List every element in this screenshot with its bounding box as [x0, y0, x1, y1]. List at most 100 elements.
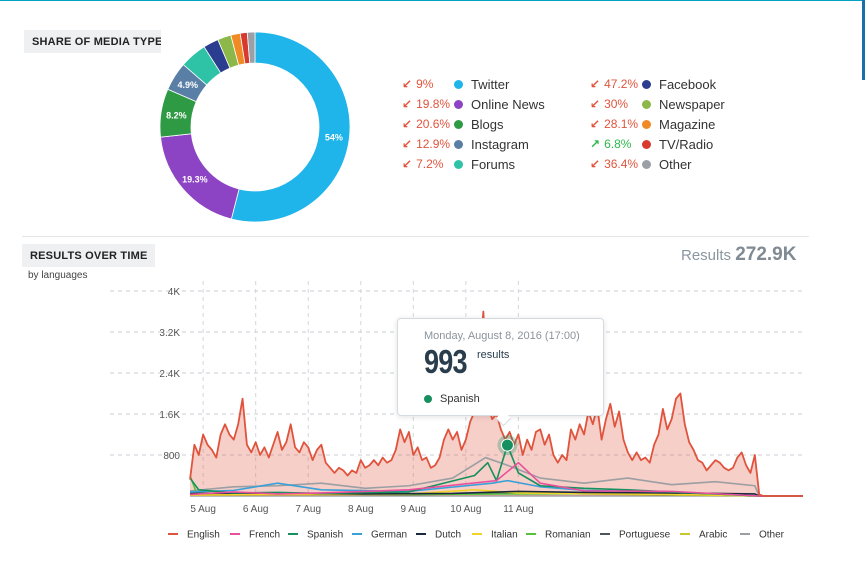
legend-label: Online News [471, 96, 545, 112]
legend-label: Blogs [471, 116, 504, 132]
media-legend-right: ↙ 47.2% Facebook ↙ 30% Newspaper ↙ 28.1% Magazin… [590, 74, 725, 174]
chart-subtitle: by languages [28, 270, 88, 281]
legend-series-arabic[interactable]: Arabic [699, 530, 727, 541]
legend-dot-icon [642, 99, 651, 109]
legend-dot-icon [454, 159, 463, 169]
section-divider [22, 236, 809, 237]
results-label: Results [681, 247, 732, 264]
legend-series-dutch[interactable]: Dutch [435, 530, 461, 541]
legend-label: Instagram [471, 136, 529, 152]
trend-value: 36.4% [604, 157, 639, 171]
legend-item-tv-radio[interactable]: ↗ 6.8% TV/Radio [590, 134, 725, 154]
legend-dot-icon [454, 99, 463, 109]
trend-down-icon: ↙ [402, 117, 413, 131]
y-tick-label: 3.2K [159, 328, 180, 339]
tooltip-unit: results [477, 349, 510, 361]
trend-percentage: ↙ 28.1% [590, 117, 642, 131]
series-line-french[interactable] [189, 461, 803, 497]
legend-item-online-news[interactable]: ↙ 19.8% Online News [402, 94, 545, 114]
trend-percentage: ↙ 36.4% [590, 157, 642, 171]
legend-item-twitter[interactable]: ↙ 9% Twitter [402, 74, 545, 94]
legend-dot-icon [642, 139, 651, 149]
media-legend-left: ↙ 9% Twitter ↙ 19.8% Online News ↙ 20.6% Blogs ↙ 1… [402, 74, 545, 174]
legend-series-english[interactable]: English [187, 530, 220, 541]
y-tick-label: 4K [168, 287, 181, 298]
x-tick-label: 9 Aug [401, 504, 427, 515]
tooltip-date: Monday, August 8, 2016 (17:00) [424, 330, 580, 342]
legend-label: Newspaper [659, 96, 725, 112]
trend-percentage: ↙ 19.8% [402, 97, 454, 111]
trend-value: 12.9% [416, 137, 451, 151]
legend-item-blogs[interactable]: ↙ 20.6% Blogs [402, 114, 545, 134]
trend-down-icon: ↙ [402, 137, 413, 151]
legend-series-portuguese[interactable]: Portuguese [619, 530, 671, 541]
legend-dot-icon [642, 79, 651, 89]
legend-item-newspaper[interactable]: ↙ 30% Newspaper [590, 94, 725, 114]
legend-series-spanish[interactable]: Spanish [307, 530, 343, 541]
trend-down-icon: ↙ [402, 157, 413, 171]
legend-item-magazine[interactable]: ↙ 28.1% Magazine [590, 114, 725, 134]
legend-label: TV/Radio [659, 136, 714, 152]
trend-value: 19.8% [416, 97, 451, 111]
series-area-english [190, 311, 803, 496]
legend-item-forums[interactable]: ↙ 7.2% Forums [402, 154, 545, 174]
legend-item-facebook[interactable]: ↙ 47.2% Facebook [590, 74, 725, 94]
trend-down-icon: ↙ [590, 117, 601, 131]
donut-slice-other[interactable] [246, 31, 256, 64]
results-value: 272.9K [735, 244, 797, 265]
legend-series-italian[interactable]: Italian [491, 530, 518, 541]
legend-dot-icon [642, 159, 651, 169]
tooltip-series-dot [424, 395, 432, 403]
trend-percentage: ↙ 9% [402, 77, 454, 91]
legend-series-romanian[interactable]: Romanian [545, 530, 591, 541]
trend-percentage: ↙ 12.9% [402, 137, 454, 151]
x-tick-label: 8 Aug [348, 504, 374, 515]
trend-down-icon: ↙ [590, 77, 601, 91]
legend-series-other[interactable]: Other [759, 530, 785, 541]
legend-dot-icon [454, 79, 463, 89]
legend-label: Facebook [659, 76, 717, 92]
legend-series-german[interactable]: German [371, 530, 407, 541]
tooltip-series: Spanish [424, 393, 480, 405]
x-tick-label: 10 Aug [450, 504, 481, 515]
legend-dot-icon [454, 139, 463, 149]
donut-slice-twitter[interactable] [230, 31, 351, 223]
donut-label-instagram: 4.9% [177, 80, 198, 90]
legend-dot-icon [454, 119, 463, 129]
legend-label: Twitter [471, 76, 510, 92]
tooltip-value: 993 [424, 343, 468, 380]
trend-value: 6.8% [604, 137, 632, 151]
trend-value: 20.6% [416, 117, 451, 131]
legend-series-french[interactable]: French [249, 530, 280, 541]
series-line-other[interactable] [189, 456, 803, 497]
media-section-title: SHARE OF MEDIA TYPES [24, 30, 161, 53]
y-tick-label: 2.4K [159, 369, 180, 380]
x-tick-label: 5 Aug [190, 504, 216, 515]
donut-label-blogs: 8.2% [166, 111, 187, 121]
x-tick-label: 11 Aug [503, 504, 533, 515]
trend-value: 28.1% [604, 117, 639, 131]
trend-down-icon: ↙ [402, 97, 413, 111]
trend-value: 9% [416, 77, 434, 91]
scrollbar[interactable] [862, 0, 865, 80]
donut-label-twitter: 54% [325, 132, 343, 142]
trend-percentage: ↙ 30% [590, 97, 642, 111]
trend-down-icon: ↙ [590, 157, 601, 171]
legend-item-instagram[interactable]: ↙ 12.9% Instagram [402, 134, 545, 154]
trend-up-icon: ↗ [590, 137, 601, 151]
hover-marker-point[interactable] [500, 438, 514, 452]
legend-item-other[interactable]: ↙ 36.4% Other [590, 154, 725, 174]
trend-down-icon: ↙ [590, 97, 601, 111]
series-line-english[interactable] [189, 310, 803, 497]
results-total: Results 272.9K [681, 244, 796, 266]
trend-percentage: ↙ 47.2% [590, 77, 642, 91]
trend-down-icon: ↙ [402, 77, 413, 91]
tooltip-series-label: Spanish [440, 393, 480, 405]
legend-dot-icon [642, 119, 651, 129]
legend-label: Forums [471, 156, 516, 172]
time-section-title: RESULTS OVER TIME [22, 244, 156, 267]
chart-tooltip: Monday, August 8, 2016 (17:00) 993 resul… [397, 318, 604, 416]
trend-value: 30% [604, 97, 629, 111]
legend-label: Other [659, 156, 692, 172]
trend-percentage: ↙ 7.2% [402, 157, 454, 171]
